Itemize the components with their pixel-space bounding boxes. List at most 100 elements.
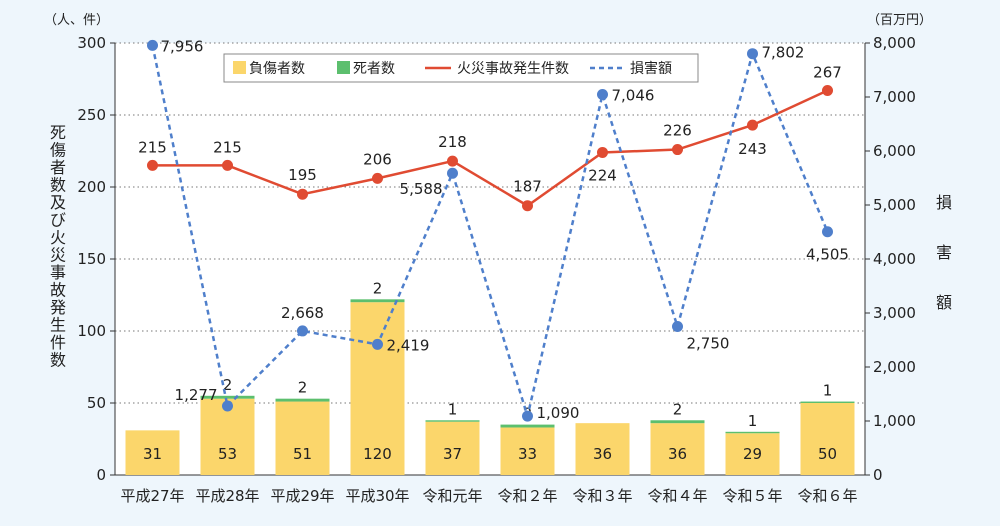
left-axis-title-char: 生: [50, 316, 66, 335]
left-axis-title-char: 数: [50, 176, 66, 195]
left-tick-label: 50: [87, 394, 106, 412]
injured-value-label: 31: [143, 445, 162, 463]
x-tick-label: 令和２年: [497, 487, 557, 505]
fire-count-value-label: 206: [363, 150, 392, 168]
death-value-label: 1: [823, 382, 833, 400]
injured-value-label: 33: [518, 445, 537, 463]
death-bar: [350, 299, 405, 303]
damage-point: [522, 410, 533, 422]
left-axis-title-char: び: [50, 211, 66, 230]
fire-count-value-label: 267: [813, 64, 842, 82]
injured-value-label: 37: [443, 445, 462, 463]
damage-value-label: 7,956: [161, 37, 204, 55]
x-tick-label: 令和６年: [797, 487, 857, 505]
left-tick-label: 0: [96, 466, 106, 484]
left-axis-title-char: 者: [50, 158, 66, 177]
injured-bar: [500, 427, 555, 475]
right-axis-title-char: 損: [936, 193, 952, 212]
left-axis-title-char: 数: [50, 351, 66, 370]
left-axis-title-char: 件: [50, 333, 66, 352]
legend-swatch-deaths: [337, 61, 350, 74]
injured-value-label: 29: [743, 445, 762, 463]
left-axis-title-char: 故: [50, 281, 66, 300]
fire-count-line: [152, 89, 829, 208]
damage-point: [672, 321, 683, 332]
right-tick-label: 8,000: [873, 34, 916, 52]
fire-count-value-label: 187: [513, 178, 542, 196]
damage-value-label: 2,750: [687, 335, 730, 353]
injured-bar: [425, 421, 480, 475]
damage-value-label: 7,046: [612, 87, 655, 105]
left-tick-label: 300: [77, 34, 106, 52]
injured-value-label: 53: [218, 445, 237, 463]
fire-count-point: [822, 85, 833, 97]
damage-value-label: 1,090: [537, 404, 580, 422]
damage-point: [147, 39, 158, 51]
injured-bar: [350, 302, 405, 475]
left-axis-title-char: 発: [50, 298, 66, 317]
damage-point: [447, 167, 458, 179]
legend-swatch-injured: [233, 61, 246, 74]
right-tick-label: 1,000: [873, 412, 916, 430]
left-tick-label: 100: [77, 322, 106, 340]
death-bar: [275, 398, 330, 402]
injured-bar: [275, 401, 330, 475]
fire-count-point: [297, 188, 308, 200]
injured-value-label: 51: [293, 445, 312, 463]
death-value-label: 2: [223, 376, 233, 394]
damage-value-label: 7,802: [762, 44, 805, 62]
right-tick-label: 4,000: [873, 250, 916, 268]
fire-count-value-label: 224: [588, 166, 617, 184]
death-value-label: 2: [673, 400, 683, 418]
x-tick-label: 令和元年: [422, 487, 482, 505]
fire-count-point: [222, 159, 233, 171]
left-axis-title-char: 事: [50, 263, 66, 282]
damage-point: [222, 400, 233, 412]
left-axis-title-char: 及: [50, 193, 66, 212]
damage-point: [597, 89, 608, 101]
left-tick-label: 150: [77, 250, 106, 268]
death-bar: [500, 424, 555, 428]
left-axis-title-char: 傷: [50, 141, 66, 160]
damage-point: [747, 48, 758, 60]
right-unit-label: （百万円）: [867, 13, 932, 28]
fire-count-value-label: 226: [663, 122, 692, 140]
death-bar: [725, 431, 780, 434]
x-tick-label: 令和４年: [647, 487, 707, 505]
x-tick-label: 平成29年: [270, 487, 334, 505]
x-tick-label: 平成27年: [120, 487, 184, 505]
right-tick-label: 0: [873, 466, 883, 484]
fire-count-value-label: 243: [738, 140, 767, 158]
damage-point: [297, 325, 308, 337]
injured-value-label: 36: [668, 445, 687, 463]
right-tick-label: 7,000: [873, 88, 916, 106]
injured-bar: [725, 433, 780, 475]
legend-label-injured: 負傷者数: [249, 61, 305, 77]
fire-count-value-label: 195: [288, 166, 317, 184]
damage-value-label: 4,505: [806, 246, 849, 264]
fire-count-value-label: 215: [213, 138, 242, 156]
x-tick-label: 平成30年: [345, 487, 409, 505]
fire-count-value-label: 218: [438, 133, 467, 151]
x-tick-label: 平成28年: [195, 487, 259, 505]
right-tick-label: 6,000: [873, 142, 916, 160]
left-unit-label: （人、件）: [44, 13, 109, 28]
death-bar: [650, 420, 705, 424]
legend-label-deaths: 死者数: [353, 61, 395, 77]
right-tick-label: 5,000: [873, 196, 916, 214]
injured-value-label: 50: [818, 445, 837, 463]
death-bar: [800, 401, 855, 403]
death-value-label: 2: [373, 279, 383, 297]
right-axis-title-char: 額: [936, 293, 952, 312]
fire-count-point: [747, 119, 758, 131]
damage-point: [372, 338, 383, 350]
fire-count-point: [147, 159, 158, 171]
right-axis-title-char: 害: [936, 243, 952, 262]
left-tick-label: 250: [77, 106, 106, 124]
right-tick-label: 2,000: [873, 358, 916, 376]
fire-count-point: [597, 146, 608, 158]
injured-value-label: 36: [593, 445, 612, 463]
injured-bar: [125, 430, 180, 475]
